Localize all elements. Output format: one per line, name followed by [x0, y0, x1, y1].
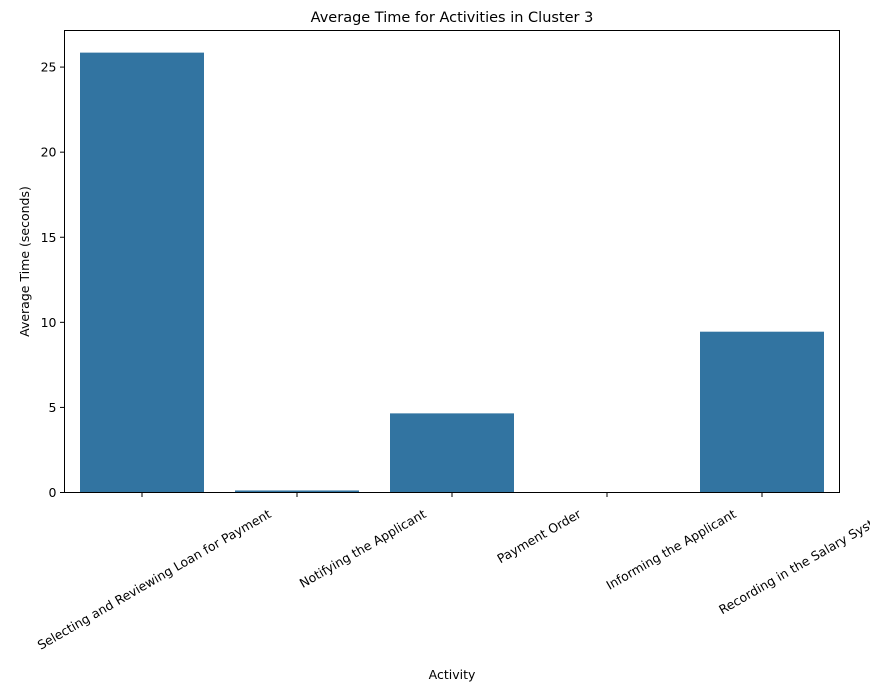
- x-axis-label: Activity: [429, 667, 476, 682]
- y-tick-label-4: 20: [41, 145, 57, 160]
- y-tick-label-0: 0: [49, 485, 57, 500]
- x-tick-label-4: Recording in the Salary System: [716, 506, 870, 617]
- y-axis-label: Average Time (seconds): [17, 186, 32, 337]
- x-axis: Selecting and Reviewing Loan for Payment…: [35, 492, 870, 653]
- y-tick-label-5: 25: [41, 60, 57, 75]
- x-tick-label-2: Payment Order: [494, 506, 584, 567]
- y-tick-label-2: 10: [41, 315, 57, 330]
- y-tick-label-1: 5: [49, 400, 57, 415]
- x-tick-label-3: Informing the Applicant: [603, 506, 738, 593]
- bar-0: [80, 52, 204, 493]
- bar-1: [235, 490, 359, 493]
- x-tick-label-0: Selecting and Reviewing Loan for Payment: [35, 506, 274, 653]
- bars-group: [80, 52, 824, 493]
- y-axis: 0 5 10 15 20 25: [41, 60, 65, 500]
- bar-2: [390, 413, 514, 493]
- bar-4: [700, 331, 824, 493]
- plot-frame: [64, 30, 840, 493]
- chart-title: Average Time for Activities in Cluster 3: [311, 10, 594, 26]
- y-tick-label-3: 15: [41, 230, 57, 245]
- x-tick-label-1: Notifying the Applicant: [297, 506, 429, 591]
